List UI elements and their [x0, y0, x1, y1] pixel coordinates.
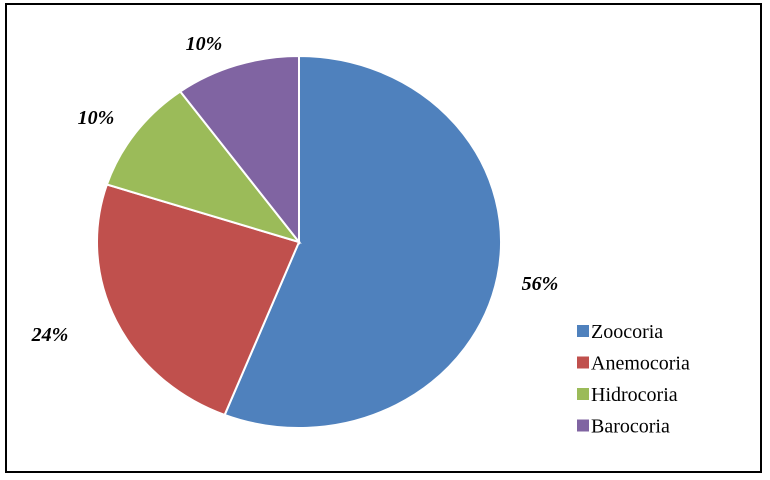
pie-slices [96, 54, 502, 429]
pie-slice-hidrocoria [105, 90, 302, 244]
legend-swatch-zoocoria [577, 325, 589, 337]
legend-swatch-hidrocoria [577, 388, 589, 400]
data-label-anemocoria: 24% [31, 324, 69, 346]
pie-slice-zoocoria [223, 54, 502, 429]
legend: Zoocoria Anemocoria Hidrocoria Barocoria [577, 321, 690, 438]
pie-slice-barocoria [178, 54, 300, 245]
data-label-hidrocoria: 10% [78, 107, 115, 129]
legend-label-anemocoria: Anemocoria [591, 353, 690, 375]
legend-swatch-anemocoria [577, 356, 589, 369]
legend-swatch-barocoria [577, 419, 589, 432]
data-label-barocoria: 10% [186, 33, 223, 55]
pie-slice-anemocoria [96, 183, 301, 417]
legend-label-barocoria: Barocoria [591, 416, 670, 438]
data-labels: 56% 24% 10% 10% [31, 33, 559, 346]
legend-label-hidrocoria: Hidrocoria [591, 384, 678, 406]
legend-label-zoocoria: Zoocoria [591, 321, 663, 343]
data-label-zoocoria: 56% [522, 273, 559, 295]
